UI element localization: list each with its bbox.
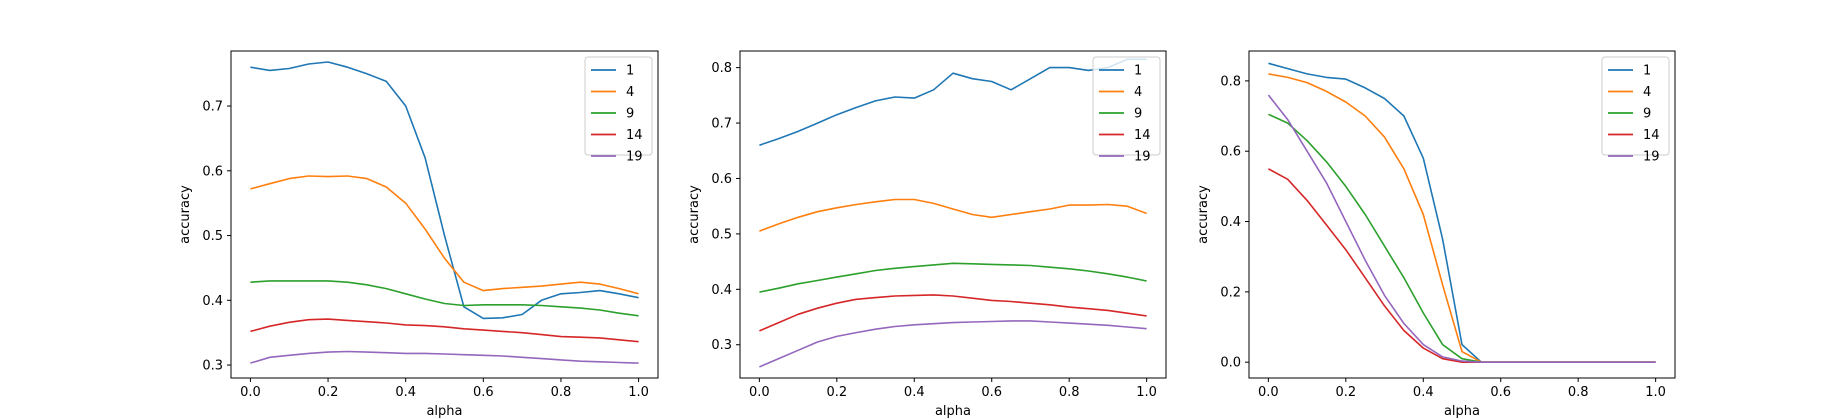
axes-frame [230,50,659,379]
y-tick-label: 0.4 [711,283,732,298]
legend-label-1: 1 [626,64,634,79]
x-tick-label: 0.8 [1568,385,1589,400]
series-line-4 [759,198,1147,232]
chart-panel-1: 0.0 0.2 0.4 0.6 0.8 1.0 0.3 0.4 0.5 0.6 0.7 alpha ac… [178,50,659,419]
legend-label-14: 14 [1134,128,1151,143]
chart-panel-2: 0.0 0.2 0.4 0.6 0.8 1.0 0.3 0.4 0.5 0.6 0.7 0.8 alph… [687,50,1167,419]
series-line-14 [250,318,639,343]
y-tick-label: 0.4 [202,294,223,309]
y-tick-label: 0.5 [711,227,732,242]
y-axis-label: accuracy [687,185,702,244]
x-axis-label: alpha [426,404,462,419]
legend-label-1: 1 [1643,64,1651,79]
axes-frame [739,50,1167,379]
x-tick-label: 0.8 [551,385,572,400]
x-tick-label: 0.2 [826,385,847,400]
series-line-9 [1268,113,1656,364]
y-tick-label: 0.4 [1220,215,1241,230]
chart-panel-3: 0.0 0.2 0.4 0.6 0.8 1.0 0.0 0.2 0.4 0.6 0.8 alpha ac… [1196,50,1676,419]
series-line-14 [1268,168,1656,364]
axes-frame [1248,50,1676,379]
y-axis-label: accuracy [1196,185,1211,244]
x-tick-label: 1.0 [1136,385,1157,400]
x-tick-label: 1.0 [1645,385,1666,400]
series-line-4 [1268,73,1656,364]
y-axis-label: accuracy [178,185,193,244]
y-tick-label: 0.6 [711,172,732,187]
legend-label-19: 19 [1643,150,1660,165]
legend-box [1092,56,1161,156]
series-line-14 [759,294,1147,332]
legend-label-9: 9 [626,107,634,122]
x-tick-label: 0.4 [395,385,416,400]
legend-label-19: 19 [626,150,643,165]
y-tick-label: 0.6 [202,164,223,179]
x-axis-label: alpha [935,404,971,419]
x-tick-label: 0.6 [473,385,494,400]
legend-label-4: 4 [626,85,634,100]
legend-box [584,56,653,156]
series-line-1 [1268,62,1656,364]
x-tick-label: 0.4 [904,385,925,400]
y-tick-label: 0.7 [202,100,223,115]
y-tick-label: 0.5 [202,229,223,244]
y-tick-label: 0.0 [1220,356,1241,371]
y-tick-label: 0.3 [711,338,732,353]
legend-label-1: 1 [1134,64,1142,79]
x-tick-label: 0.4 [1413,385,1434,400]
x-tick-label: 0.6 [1490,385,1511,400]
legend-label-9: 9 [1643,107,1651,122]
x-tick-label: 0.2 [1335,385,1356,400]
y-tick-label: 0.3 [202,359,223,374]
x-tick-label: 0.6 [981,385,1002,400]
y-tick-label: 0.7 [711,117,732,132]
x-tick-label: 0.2 [318,385,339,400]
legend-box [1601,56,1670,156]
series-line-4 [250,175,639,295]
x-tick-label: 0.0 [240,385,261,400]
x-tick-label: 0.0 [749,385,770,400]
series-line-9 [250,280,639,317]
series-line-19 [250,350,639,364]
y-tick-label: 0.8 [1220,74,1241,89]
x-axis-label: alpha [1444,404,1480,419]
legend-label-14: 14 [1643,128,1660,143]
series-line-9 [759,262,1147,293]
legend-label-14: 14 [626,128,643,143]
y-tick-label: 0.2 [1220,285,1241,300]
x-tick-label: 0.0 [1258,385,1279,400]
y-tick-label: 0.6 [1220,145,1241,160]
legend-label-4: 4 [1134,85,1142,100]
legend-label-4: 4 [1643,85,1651,100]
series-line-1 [250,61,639,320]
x-tick-label: 0.8 [1059,385,1080,400]
series-line-19 [759,320,1147,368]
x-tick-label: 1.0 [628,385,649,400]
legend-label-19: 19 [1134,150,1151,165]
y-tick-label: 0.8 [711,61,732,76]
series-line-1 [759,58,1147,146]
series-line-19 [1267,94,1656,364]
legend-label-9: 9 [1134,107,1142,122]
